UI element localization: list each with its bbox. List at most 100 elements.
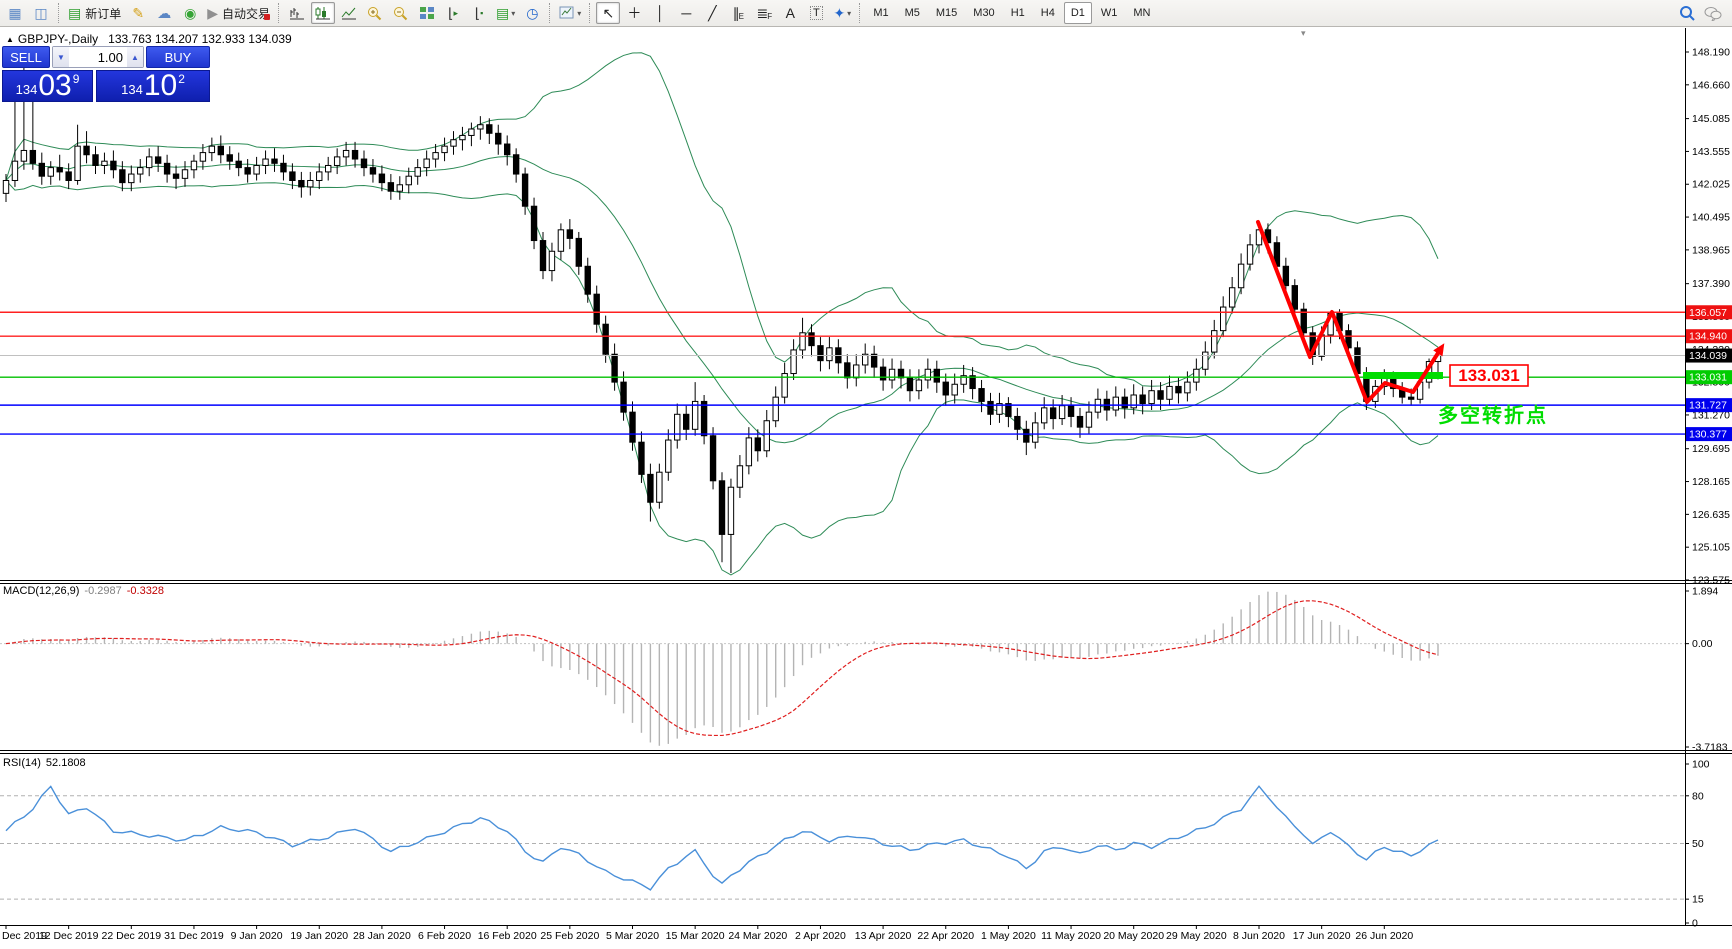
price-badge	[1686, 329, 1732, 344]
candle-body	[566, 229, 574, 239]
timeframe-m1-button[interactable]: M1	[873, 7, 889, 19]
add-indicator-icon[interactable]: ▤ ▾	[496, 4, 516, 21]
price-tick-label: 142.025	[1692, 179, 1730, 191]
candle-body	[826, 347, 833, 362]
crosshair-icon[interactable]: ＋	[627, 5, 642, 21]
candle-body	[620, 381, 627, 413]
cursor-icon[interactable]: ↖	[596, 2, 621, 24]
arrows-icon[interactable]: ✦ ▾	[833, 4, 852, 21]
candle-body	[56, 167, 63, 173]
pivot-highlight-bar[interactable]	[1363, 372, 1443, 379]
price-tick-label: 123.575	[1692, 575, 1730, 587]
volume-field[interactable]: 1.00	[97, 49, 123, 65]
timeframe-d1-button[interactable]: D1	[1063, 2, 1092, 24]
trendline-icon[interactable]: ╱	[708, 4, 717, 21]
date-label: 24 Mar 2020	[728, 930, 787, 942]
period-separator-icon[interactable]: ⌊ ▪	[474, 4, 484, 21]
candle-body	[969, 375, 976, 390]
price-badge-label: 130.377	[1689, 429, 1727, 441]
signals-icon[interactable]: ◉	[184, 4, 197, 21]
candle-body	[289, 171, 296, 181]
candle-body	[1237, 263, 1245, 289]
volume-decrease-button[interactable]: ▼	[53, 47, 69, 67]
candle-body	[1228, 287, 1236, 308]
timeframe-m15-button[interactable]: M15	[935, 7, 958, 19]
price-tick-label: 145.085	[1692, 113, 1730, 125]
candle-body	[539, 240, 547, 272]
candle-body	[20, 149, 28, 162]
candle-body	[378, 173, 386, 184]
price-tick-label: 128.165	[1692, 476, 1730, 488]
toolbar-separator	[859, 3, 861, 23]
tile-windows-icon[interactable]	[415, 2, 439, 24]
timeframe-h4-button[interactable]: H4	[1040, 7, 1055, 19]
candle-body	[557, 229, 565, 252]
sell-price[interactable]: 134 03 9	[2, 70, 94, 102]
candle-body	[351, 149, 359, 160]
profiles-icon[interactable]: ◫	[34, 4, 48, 21]
candle-body	[906, 377, 914, 392]
candle-body	[450, 139, 457, 147]
community-icon[interactable]: ☁	[157, 4, 172, 21]
price-tick-label: 131.270	[1692, 409, 1730, 421]
text-icon[interactable]: A	[785, 5, 795, 21]
candle-body	[181, 169, 189, 179]
timeframe-mn-button[interactable]: MN	[1133, 7, 1151, 19]
indicator-window-icon[interactable]: ⌊ ▸	[448, 4, 459, 21]
rsi-tick-label: 100	[1692, 759, 1710, 771]
price-tick-label: 138.965	[1692, 244, 1730, 256]
hline-icon[interactable]: ─	[681, 5, 692, 21]
fibonacci-icon[interactable]: ≣ F	[756, 4, 773, 22]
date-label: 19 Jan 2020	[290, 930, 348, 942]
candle-body	[1076, 415, 1084, 428]
candle-body	[1005, 403, 1012, 417]
new-order-button[interactable]: ▤ 新订单	[68, 4, 122, 21]
trend-zigzag-arrow[interactable]	[1256, 220, 1442, 404]
autotrade-button[interactable]: ▶ 自动交易	[207, 4, 271, 21]
candle-body	[208, 145, 216, 154]
vline-icon[interactable]: │	[655, 5, 665, 21]
label-icon[interactable]: T	[804, 2, 828, 24]
candle-body	[468, 128, 475, 136]
timeframe-w1-button[interactable]: W1	[1100, 7, 1118, 19]
price-tick-label: 137.390	[1692, 278, 1730, 290]
toolbar-separator	[549, 3, 551, 23]
buy-button[interactable]: BUY	[146, 46, 210, 68]
new-chart-icon[interactable]: ▦	[8, 4, 22, 21]
candle-body	[298, 179, 305, 188]
date-label: 8 Jun 2020	[1233, 930, 1285, 942]
timeframe-m5-button[interactable]: M5	[904, 7, 920, 19]
macd-tick-label: 1.894	[1692, 586, 1718, 598]
candle-body	[1246, 244, 1254, 265]
timeframe-h1-button[interactable]: H1	[1010, 7, 1025, 19]
candle-body	[74, 145, 81, 181]
candlestick-icon[interactable]	[311, 2, 336, 24]
timeframe-m30-button[interactable]: M30	[973, 7, 995, 19]
price-callout-box[interactable]	[1449, 364, 1529, 387]
buy-price[interactable]: 134 10 2	[96, 70, 210, 102]
volume-increase-button[interactable]: ▲	[127, 47, 143, 67]
chat-icon[interactable]	[1701, 2, 1725, 24]
line-chart-icon[interactable]	[337, 2, 361, 24]
metaeditor-icon[interactable]: ✎	[132, 4, 145, 21]
date-label: 9 Jan 2020	[231, 930, 283, 942]
zoom-out-icon[interactable]	[389, 2, 413, 24]
candle-body	[718, 480, 726, 535]
zoom-in-icon[interactable]	[363, 2, 387, 24]
candle-body	[92, 154, 99, 166]
candle-body	[1175, 385, 1182, 394]
search-icon[interactable]	[1675, 2, 1699, 24]
date-label: 17 Jun 2020	[1293, 930, 1351, 942]
bar-chart-icon[interactable]	[285, 2, 309, 24]
candle-body	[1014, 415, 1021, 430]
period-clock-icon[interactable]: ◷	[526, 4, 539, 21]
templates-icon[interactable]: ▾	[556, 2, 584, 24]
channel-icon[interactable]: ∥ E	[732, 4, 744, 22]
candle-body	[602, 323, 609, 355]
candle-body	[1193, 368, 1200, 383]
candle-body	[512, 154, 520, 175]
sell-button[interactable]: SELL	[2, 46, 50, 68]
candle-body	[262, 158, 269, 166]
